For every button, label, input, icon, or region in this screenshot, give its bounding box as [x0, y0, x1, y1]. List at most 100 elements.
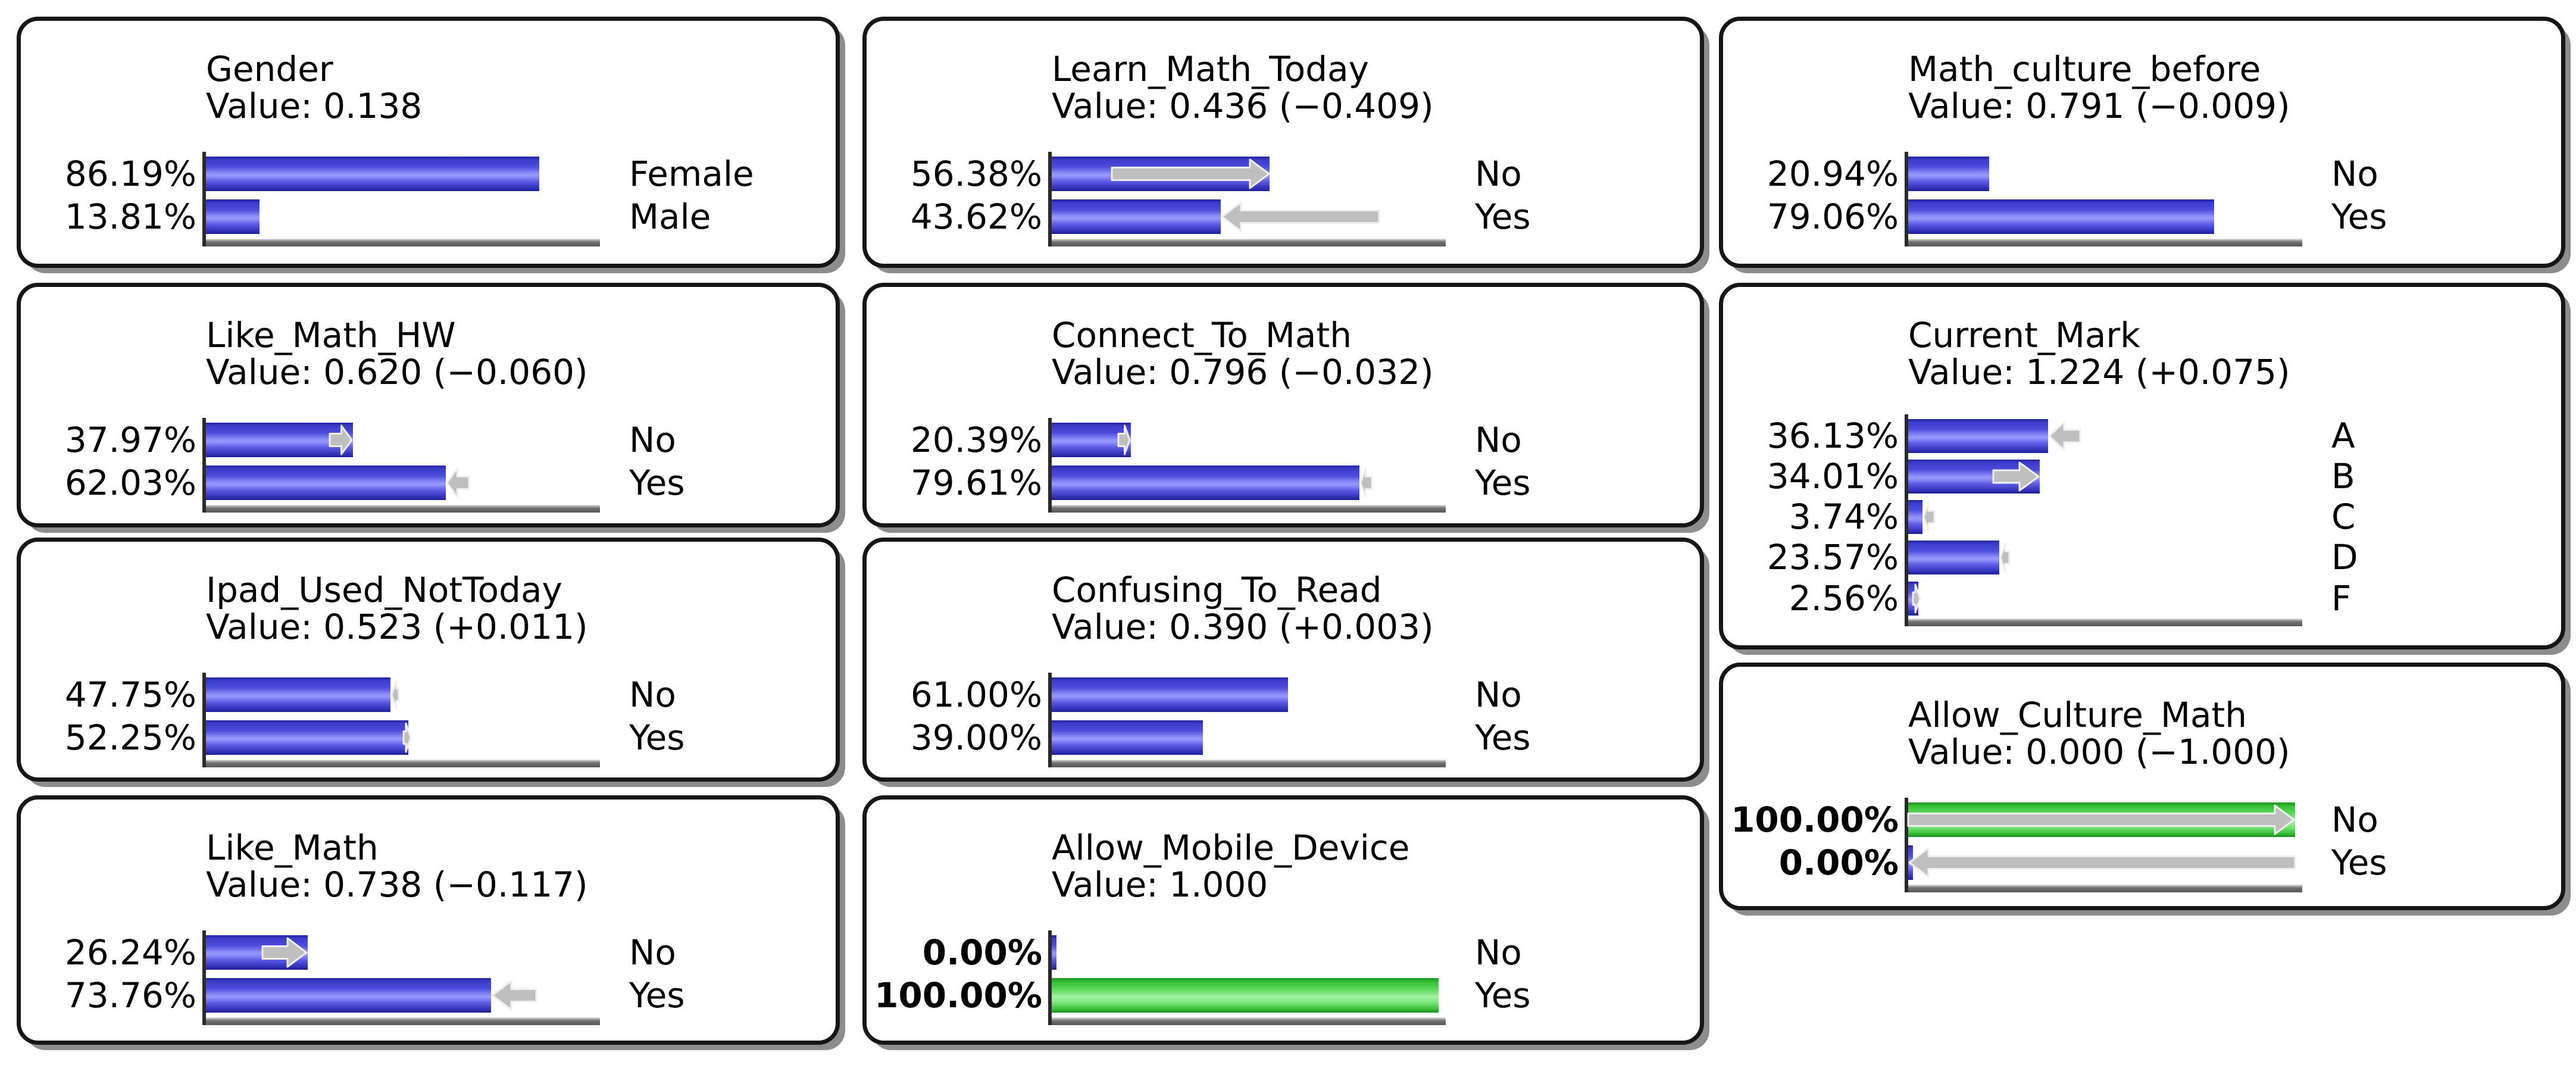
axis-line [202, 673, 206, 767]
change-arrow-right-icon [261, 937, 308, 968]
state-percent: 43.62% [910, 196, 1042, 237]
state-bar-a[interactable] [1908, 419, 2048, 453]
change-arrow-left-icon [1922, 502, 1936, 532]
state-percent: 79.06% [1767, 196, 1899, 237]
state-bar-yes[interactable] [1052, 720, 1203, 755]
monitor-panel-allow_culture_math[interactable]: Allow_Culture_Math Value: 0.000 (−1.000) 1… [1719, 663, 2565, 910]
state-label: No [1475, 154, 1522, 194]
state-label: No [1475, 674, 1522, 715]
baseline [1908, 239, 2302, 246]
panel-value: Value: 0.620 (−0.060) [206, 352, 588, 392]
monitor-panel-gender[interactable]: Gender Value: 0.138 86.19% Female 13.81% Male [17, 17, 840, 268]
panel-value: Value: 0.138 [206, 86, 423, 126]
axis-line [202, 418, 206, 513]
state-percent: 47.75% [64, 674, 196, 715]
state-percent: 100.00% [874, 975, 1042, 1016]
state-label: F [2331, 578, 2352, 619]
state-bar-no[interactable] [206, 423, 353, 457]
panel-value: Value: 0.738 (−0.117) [206, 864, 588, 905]
state-bar-yes[interactable] [1052, 199, 1221, 234]
state-bar-yes[interactable] [206, 466, 446, 500]
state-label: Yes [2331, 196, 2387, 237]
panel-title: Like_Math_HW [206, 315, 456, 355]
baseline [1052, 760, 1446, 767]
state-bar-male[interactable] [206, 199, 260, 234]
panel-value: Value: 0.796 (−0.032) [1052, 352, 1434, 392]
axis-line [1048, 152, 1052, 246]
state-bar-no[interactable] [1908, 157, 1989, 191]
state-bar-no[interactable] [206, 677, 390, 712]
monitor-panel-ipad_used_nottoday[interactable]: Ipad_Used_NotToday Value: 0.523 (+0.011) 4… [17, 538, 840, 782]
axis-line [1048, 930, 1052, 1025]
state-bar-yes[interactable] [206, 720, 408, 755]
change-arrow-right-icon [1912, 583, 1921, 614]
baseline [206, 505, 600, 513]
state-percent: 20.94% [1767, 154, 1899, 194]
axis-line [1905, 414, 1908, 626]
state-bar-yes[interactable] [1052, 466, 1359, 500]
change-arrow-left-icon [1908, 847, 2296, 878]
state-percent: 0.00% [922, 932, 1042, 973]
panel-title: Allow_Mobile_Device [1052, 827, 1410, 868]
change-arrow-left-icon [491, 980, 537, 1011]
state-label: No [629, 932, 676, 973]
monitor-panel-allow_mobile_device[interactable]: Allow_Mobile_Device Value: 1.000 0.00% No 10… [862, 795, 1704, 1045]
monitor-panel-math_culture_before[interactable]: Math_culture_before Value: 0.791 (−0.009)… [1719, 17, 2565, 268]
monitor-panel-connect_to_math[interactable]: Connect_To_Math Value: 0.796 (−0.032) 20.3… [862, 283, 1704, 527]
state-percent: 23.57% [1767, 537, 1899, 577]
monitor-panel-like_math_hw[interactable]: Like_Math_HW Value: 0.620 (−0.060) 37.97% N… [17, 283, 840, 527]
axis-line [202, 930, 206, 1025]
state-percent: 3.74% [1789, 496, 1899, 537]
state-percent: 37.97% [64, 420, 196, 460]
state-percent: 86.19% [64, 154, 196, 194]
baseline [206, 1017, 600, 1025]
state-bar-no[interactable] [1052, 677, 1288, 712]
state-bar-yes[interactable] [1908, 199, 2214, 234]
panel-value: Value: 1.000 [1052, 864, 1268, 905]
state-bar-c[interactable] [1908, 500, 1922, 534]
state-bar-yes[interactable] [1052, 978, 1439, 1013]
panel-value: Value: 1.224 (+0.075) [1908, 352, 2290, 392]
state-bar-female[interactable] [206, 157, 539, 191]
state-label: Male [629, 196, 711, 237]
state-percent: 100.00% [1731, 799, 1899, 840]
change-arrow-left-icon [1221, 201, 1380, 232]
axis-line [1905, 798, 1908, 892]
monitor-panel-current_mark[interactable]: Current_Mark Value: 1.224 (+0.075) 36.13% A… [1719, 283, 2565, 649]
state-percent: 13.81% [64, 196, 196, 237]
monitor-panel-learn_math_today[interactable]: Learn_Math_Today Value: 0.436 (−0.409) 56.… [862, 17, 1704, 268]
state-label: B [2331, 456, 2355, 496]
state-label: No [2331, 799, 2378, 840]
monitor-panel-like_math[interactable]: Like_Math Value: 0.738 (−0.117) 26.24% No 73… [17, 795, 840, 1045]
state-bar-yes[interactable] [206, 978, 491, 1013]
state-label: Yes [1475, 717, 1531, 758]
state-bar-d[interactable] [1908, 541, 1999, 574]
state-bar-no[interactable] [1052, 935, 1056, 970]
panel-value: Value: 0.436 (−0.409) [1052, 86, 1434, 126]
change-arrow-right-icon [329, 424, 353, 455]
state-label: Yes [629, 717, 685, 758]
state-label: No [629, 420, 676, 460]
panel-title: Math_culture_before [1908, 49, 2261, 89]
baseline [206, 239, 600, 246]
state-percent: 79.61% [910, 463, 1042, 503]
state-percent: 52.25% [64, 717, 196, 758]
change-arrow-right-icon [1992, 461, 2040, 492]
axis-line [202, 152, 206, 246]
state-percent: 73.76% [64, 975, 196, 1016]
axis-line [1048, 673, 1052, 767]
baseline [1052, 1017, 1446, 1025]
state-label: No [2331, 154, 2378, 194]
state-label: Yes [629, 975, 685, 1016]
state-label: Yes [1475, 975, 1531, 1016]
panel-title: Allow_Culture_Math [1908, 695, 2247, 735]
state-label: No [629, 674, 676, 715]
state-percent: 20.39% [910, 420, 1042, 460]
monitor-panel-confusing_to_read[interactable]: Confusing_To_Read Value: 0.390 (+0.003) 61… [862, 538, 1704, 782]
state-label: Yes [1475, 196, 1531, 237]
panel-title: Confusing_To_Read [1052, 570, 1382, 610]
state-label: D [2331, 537, 2358, 577]
panel-value: Value: 0.791 (−0.009) [1908, 86, 2290, 126]
baseline [1908, 619, 2302, 626]
panel-title: Gender [206, 49, 333, 89]
